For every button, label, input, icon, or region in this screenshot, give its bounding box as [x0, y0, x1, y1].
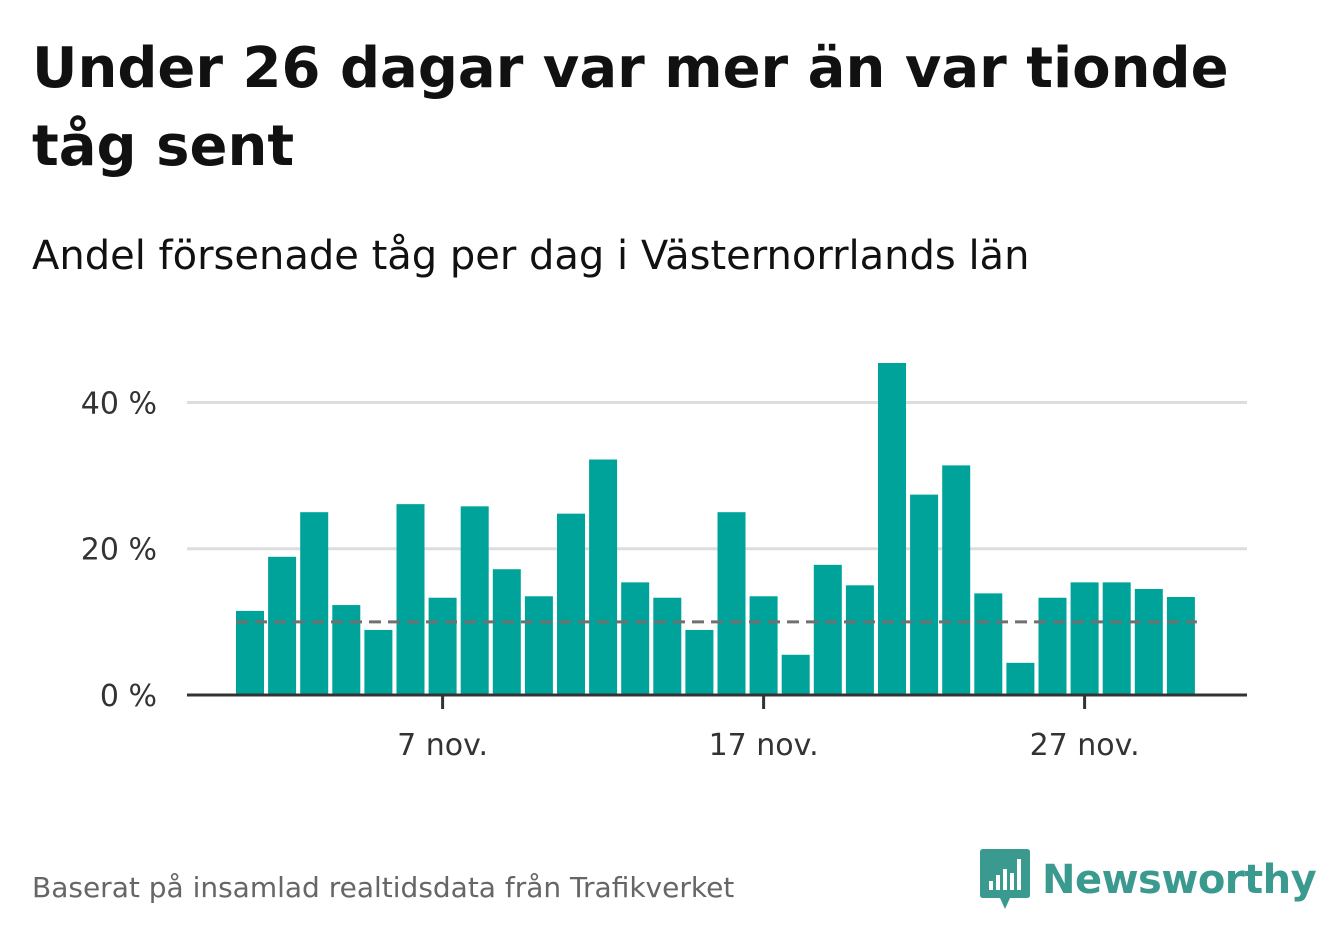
- bar: [557, 513, 585, 695]
- brand-name: Newsworthy: [1042, 857, 1317, 903]
- bar: [268, 556, 297, 695]
- bar: [524, 596, 553, 695]
- bar: [653, 597, 682, 695]
- bar: [621, 582, 650, 695]
- bar: [749, 596, 778, 695]
- bar: [781, 654, 810, 695]
- bar: [1038, 597, 1067, 695]
- newsworthy-logo-icon: [980, 849, 1030, 909]
- bar: [300, 512, 329, 695]
- x-tick-label: 17 nov.: [709, 728, 819, 763]
- source-note: Baserat på insamlad realtidsdata från Tr…: [32, 871, 735, 904]
- bar: [845, 585, 874, 695]
- bar: [396, 504, 425, 695]
- bar: [685, 629, 714, 695]
- bar: [1166, 597, 1195, 695]
- bar: [974, 593, 1003, 695]
- bar: [942, 465, 971, 695]
- y-tick-label: 40 %: [81, 386, 157, 421]
- y-tick-label: 20 %: [81, 533, 157, 568]
- bar: [878, 363, 906, 695]
- bar: [428, 597, 457, 695]
- axes: 0 % 20 % 40 % 7 nov. 17 nov. 27 nov.: [81, 386, 1247, 763]
- bar: [1006, 662, 1035, 695]
- bar: [717, 512, 746, 695]
- bar: [364, 629, 393, 695]
- brand-logo: Newsworthy: [980, 848, 1317, 912]
- bar: [492, 569, 521, 695]
- x-tick-label: 7 nov.: [397, 728, 488, 763]
- bar: [589, 459, 618, 695]
- bars: [236, 363, 1195, 695]
- x-tick-label: 27 nov.: [1030, 728, 1140, 763]
- bar: [1102, 582, 1131, 695]
- bar: [1134, 588, 1163, 695]
- bar: [1070, 582, 1099, 695]
- bar-chart: 0 % 20 % 40 % 7 nov. 17 nov. 27 nov.: [81, 363, 1247, 763]
- bar: [910, 494, 939, 695]
- bar: [332, 605, 361, 695]
- chart-subtitle: Andel försenade tåg per dag i Västernorr…: [32, 233, 1030, 279]
- bar: [236, 610, 264, 695]
- bar: [460, 506, 489, 695]
- bar: [813, 564, 842, 695]
- y-tick-label: 0 %: [100, 679, 157, 714]
- chart-title: Under 26 dagar var mer än var tionde tåg…: [32, 36, 1229, 179]
- gridlines: [187, 400, 1247, 551]
